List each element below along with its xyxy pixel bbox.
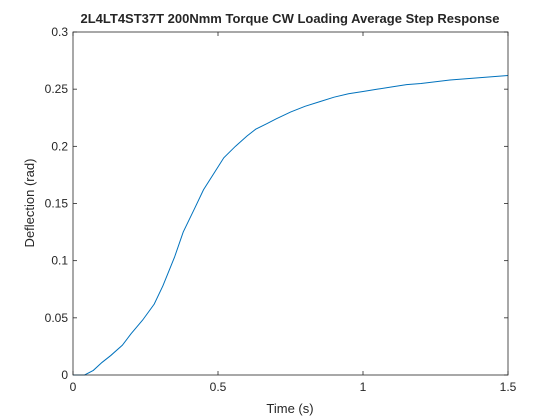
- y-tick-label: 0.3: [51, 25, 68, 39]
- deflection-series-line: [73, 74, 509, 376]
- y-tick-label: 0.2: [51, 139, 68, 153]
- y-axis-label: Deflection (rad): [22, 159, 37, 248]
- y-tick-label: 0.25: [45, 82, 69, 96]
- chart-title: 2L4LT4ST37T 200Nmm Torque CW Loading Ave…: [81, 11, 500, 26]
- axes-box: [72, 31, 509, 376]
- y-axis-ticks: 0 0.05 0.1 0.15 0.2 0.25 0.3: [45, 25, 508, 382]
- x-tick-label: 1.5: [500, 380, 517, 394]
- plot-area-background: [73, 32, 508, 375]
- x-tick-label: 0: [70, 380, 77, 394]
- x-tick-label: 0.5: [210, 380, 227, 394]
- y-tick-label: 0.15: [45, 197, 69, 211]
- x-axis-label: Time (s): [266, 401, 313, 416]
- x-tick-label: 1: [360, 380, 367, 394]
- y-tick-label: 0: [61, 368, 68, 382]
- y-tick-label: 0.05: [45, 311, 69, 325]
- x-axis-ticks: 0 0.5 1 1.5: [70, 32, 517, 394]
- y-tick-label: 0.1: [51, 254, 68, 268]
